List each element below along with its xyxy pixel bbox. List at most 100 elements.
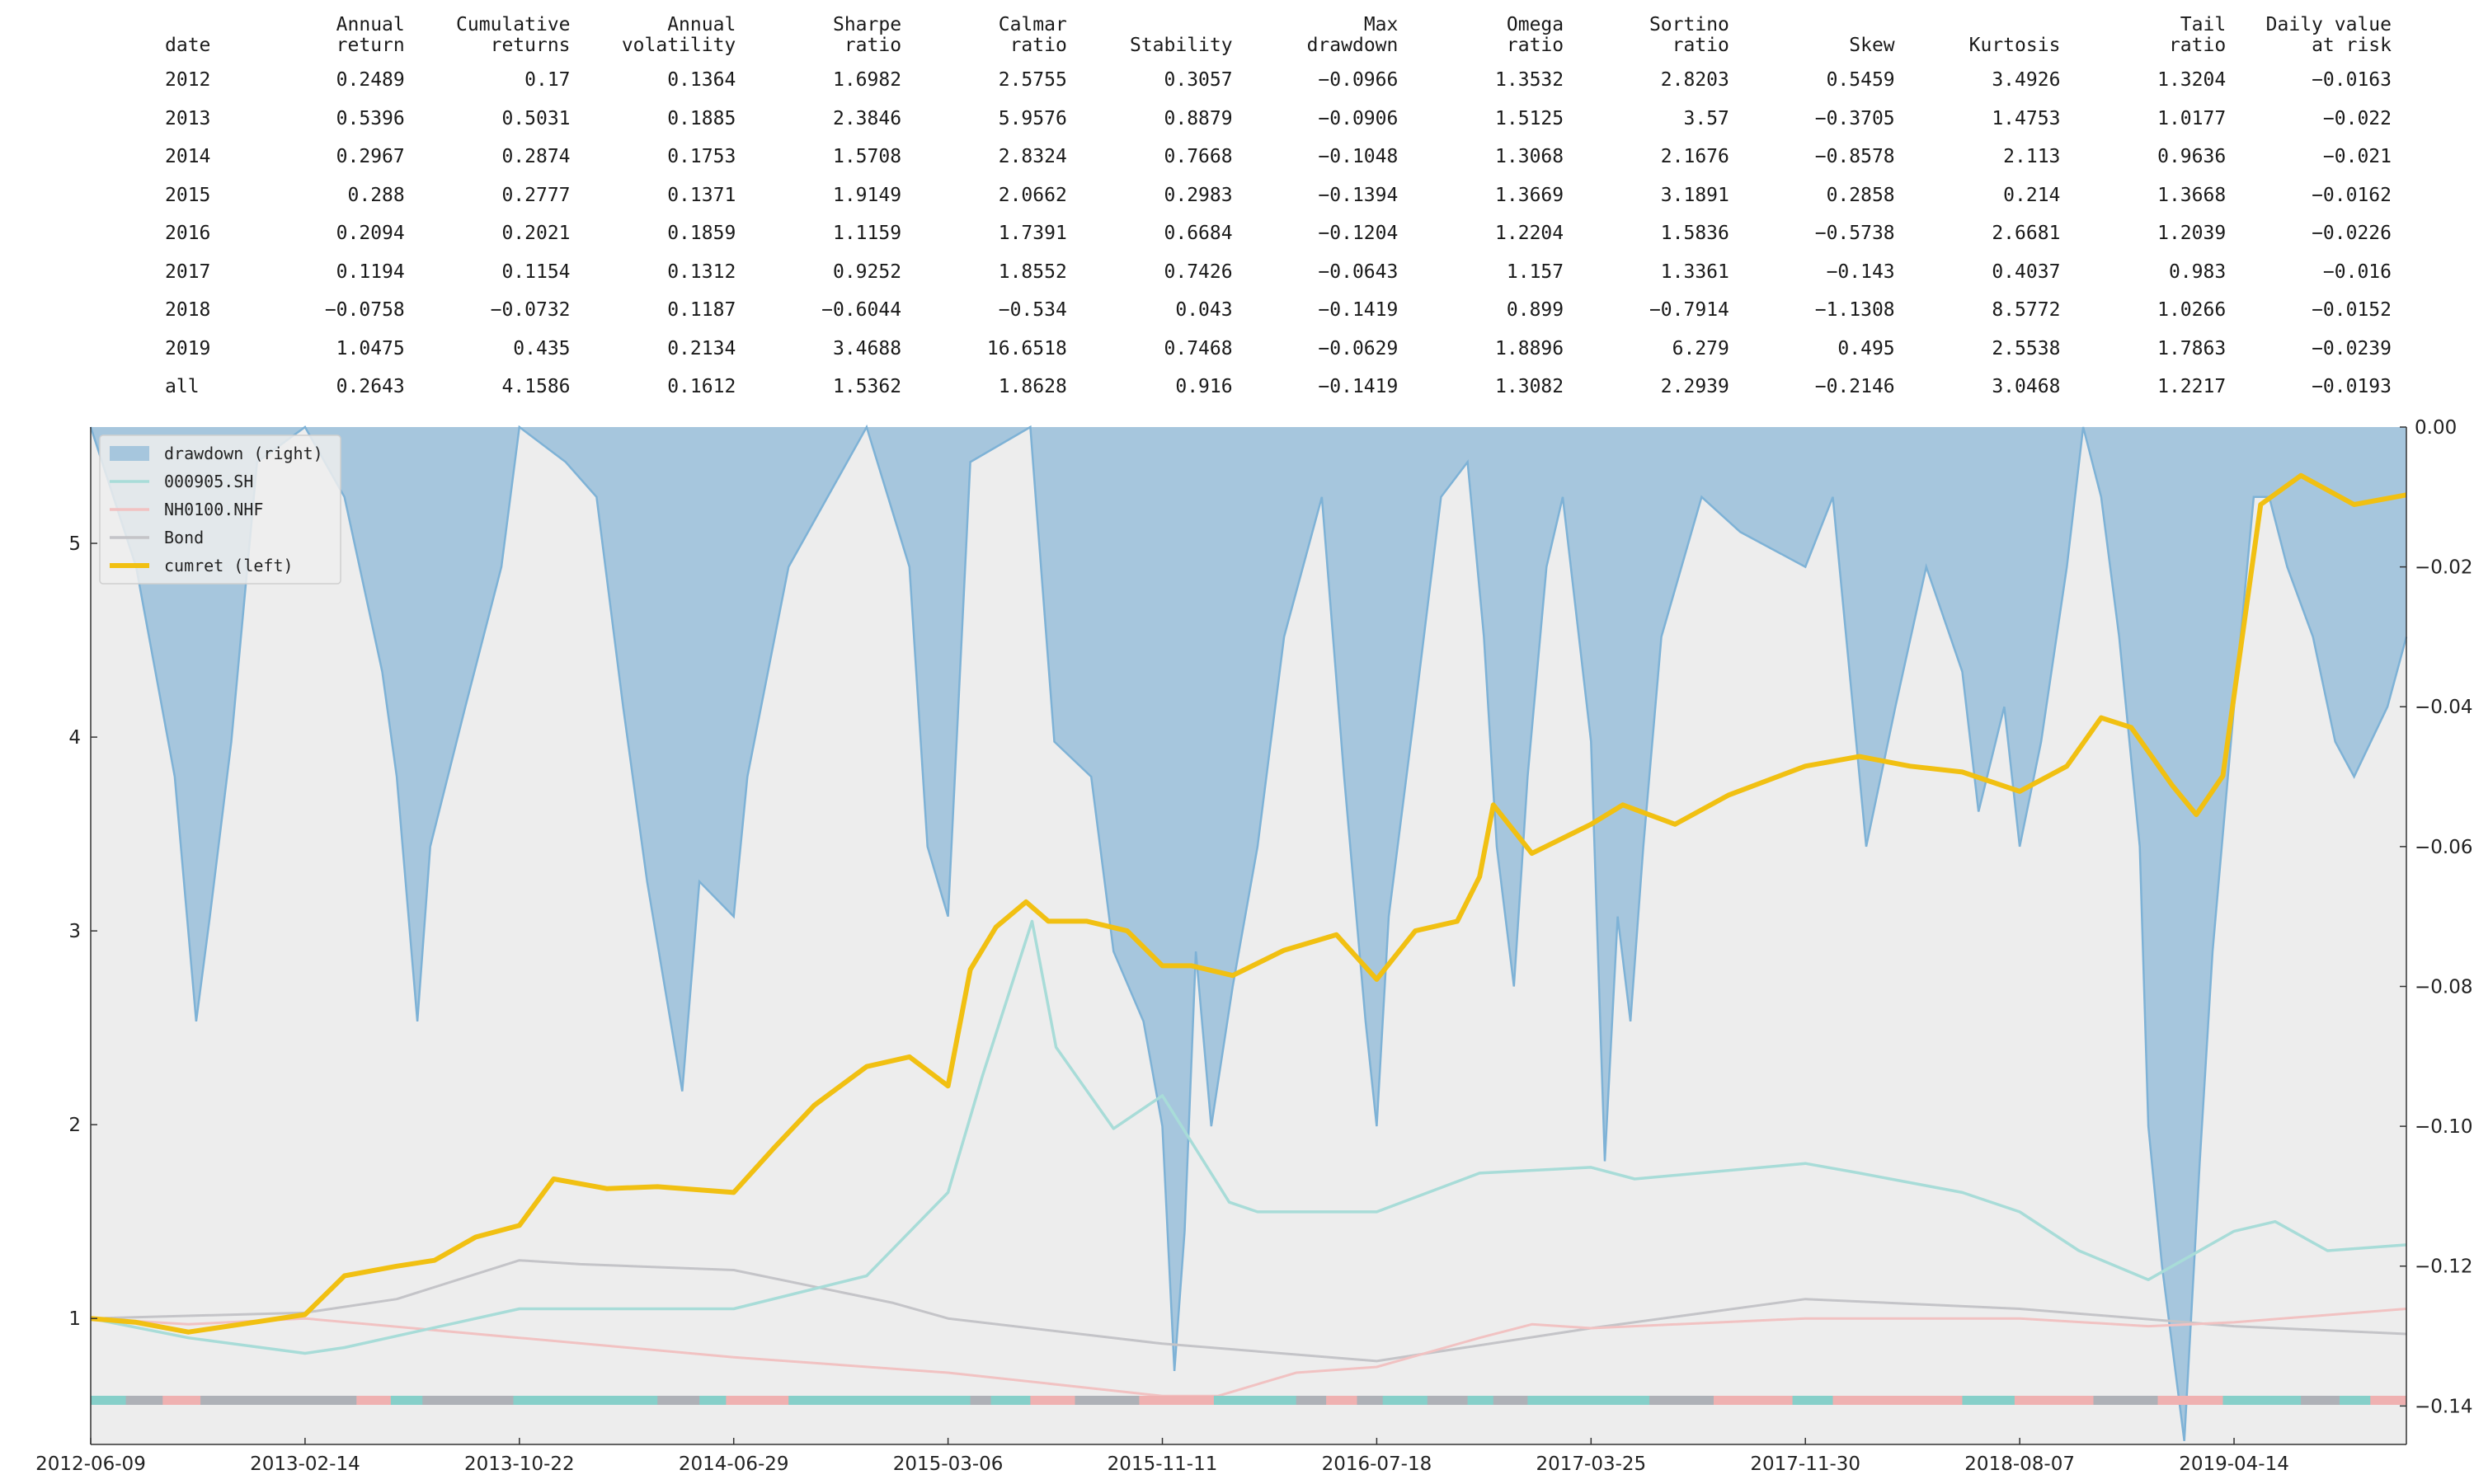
table-cell: 1.0266 xyxy=(2157,299,2227,322)
table-cell: 2015 xyxy=(165,184,211,206)
regime-segment xyxy=(1714,1396,1794,1405)
x-tick-label: 2012-06-09 xyxy=(35,1453,146,1475)
column-header: Daily value at risk xyxy=(2265,14,2392,56)
regime-segment xyxy=(1649,1396,1714,1405)
column-header: date xyxy=(165,35,211,56)
regime-segment xyxy=(1357,1396,1384,1405)
table-cell: 0.2983 xyxy=(1164,184,1233,206)
series-line-bond xyxy=(90,1259,2407,1363)
x-tick-label: 2015-11-11 xyxy=(1108,1453,1218,1475)
table-cell: −0.0163 xyxy=(2312,69,2392,92)
table-cell: 0.17 xyxy=(524,69,571,92)
regime-segment xyxy=(970,1396,992,1405)
table-row: 2019 1.0475 0.435 0.2134 3.4688 16.6518 0.7468… xyxy=(165,330,2392,369)
regime-segment xyxy=(990,1396,1031,1405)
column-header: Cumulative returns xyxy=(456,14,571,56)
table-cell: 2.113 xyxy=(2003,146,2061,168)
table-cell: 0.214 xyxy=(2003,184,2061,206)
table-cell: 0.4037 xyxy=(1992,261,2061,283)
regime-segment xyxy=(1792,1396,1833,1405)
column-header: Sharpe ratio xyxy=(832,14,902,56)
axes: 1 2 3 4 5 0.00 −0.02 −0.04 −0.06 −0.08 −0.10 −0.12 −… xyxy=(35,417,2472,1475)
table-cell: 1.2217 xyxy=(2157,376,2227,398)
table-cell: −0.0906 xyxy=(1318,107,1399,129)
regime-segment xyxy=(1139,1396,1215,1405)
table-cell: 0.1371 xyxy=(667,184,736,206)
table-cell: 1.6982 xyxy=(832,69,902,92)
table-cell: 1.0177 xyxy=(2157,107,2227,129)
table-cell: 1.7391 xyxy=(998,223,1067,245)
regime-segment xyxy=(1832,1396,1963,1405)
table-cell: 2.8324 xyxy=(998,146,1067,168)
table-cell: 1.3082 xyxy=(1495,376,1564,398)
regime-segment xyxy=(2157,1396,2223,1405)
regime-segment xyxy=(1030,1396,1075,1405)
table-cell: 1.8552 xyxy=(998,261,1067,283)
legend-box xyxy=(99,434,341,585)
legend-label: NH0100.NHF xyxy=(164,500,263,519)
table-cell: 0.6684 xyxy=(1164,223,1233,245)
table-cell: 0.899 xyxy=(1506,299,1564,322)
y-right-tick-label: −0.06 xyxy=(2415,837,2472,858)
table-cell: 2.1676 xyxy=(1660,146,1729,168)
table-cell: 1.3204 xyxy=(2157,69,2227,92)
regime-segment xyxy=(2339,1396,2371,1405)
regime-segment xyxy=(1075,1396,1140,1405)
table-cell: −0.0226 xyxy=(2312,223,2392,245)
table-cell: 0.8879 xyxy=(1164,107,1233,129)
performance-stats-table: date Annual return Cumulative returns Annua… xyxy=(165,8,2392,406)
column-header: Max drawdown xyxy=(1306,14,1399,56)
table-cell: 0.7468 xyxy=(1164,337,1233,359)
table-cell: 0.983 xyxy=(2168,261,2227,283)
table-cell: 0.7668 xyxy=(1164,146,1233,168)
table-cell: 2012 xyxy=(165,69,211,92)
column-header: Annual volatility xyxy=(621,14,736,56)
y-right-tick-label: −0.14 xyxy=(2415,1396,2472,1417)
legend-label: 000905.SH xyxy=(164,472,253,491)
table-cell: 0.1885 xyxy=(667,107,736,129)
table-cell: −0.0629 xyxy=(1318,337,1399,359)
table-row: 2016 0.2094 0.2021 0.1859 1.1159 1.7391 0.6684… xyxy=(165,214,2392,253)
regime-segment xyxy=(1467,1396,1494,1405)
table-cell: 0.2134 xyxy=(667,337,736,359)
regime-segment xyxy=(1213,1396,1297,1405)
table-cell: 2.3846 xyxy=(832,107,902,129)
regime-bar xyxy=(91,1396,2407,1405)
regime-segment xyxy=(390,1396,423,1405)
regime-segment xyxy=(1962,1396,2015,1405)
legend-label: Bond xyxy=(164,528,204,547)
legend-swatch xyxy=(110,446,149,461)
table-cell: −0.0162 xyxy=(2312,184,2392,206)
table-cell: 1.2039 xyxy=(2157,223,2227,245)
table-row: 2013 0.5396 0.5031 0.1885 2.3846 5.9576 0.8879… xyxy=(165,100,2392,139)
y-right-tick-label: −0.04 xyxy=(2415,697,2472,718)
table-cell: 1.3669 xyxy=(1495,184,1564,206)
table-cell: −0.022 xyxy=(2322,107,2392,129)
column-header: Omega ratio xyxy=(1506,14,1564,56)
column-header: Calmar ratio xyxy=(998,14,1067,56)
x-tick-label: 2017-11-30 xyxy=(1750,1453,1860,1475)
series-line-000905-sh xyxy=(90,919,2407,1355)
legend-label: drawdown (right) xyxy=(164,444,323,463)
table-cell: 1.3068 xyxy=(1495,146,1564,168)
table-row: 2015 0.288 0.2777 0.1371 1.9149 2.0662 0.2983 −… xyxy=(165,176,2392,215)
table-cell: 0.495 xyxy=(1837,337,1895,359)
table-cell: 0.2858 xyxy=(1826,184,1895,206)
table-cell: 1.2204 xyxy=(1495,223,1564,245)
table-cell: 0.7426 xyxy=(1164,261,1233,283)
y-left-tick-label: 3 xyxy=(68,921,81,942)
table-cell: 1.0475 xyxy=(336,337,405,359)
y-left-tick-label: 5 xyxy=(68,533,81,555)
y-left-tick-label: 4 xyxy=(68,727,81,749)
table-cell: −0.021 xyxy=(2322,146,2392,168)
regime-segment xyxy=(788,1396,971,1405)
drawdown-line xyxy=(89,424,2408,1441)
table-cell: 0.2874 xyxy=(501,146,571,168)
column-header: Stability xyxy=(1129,35,1233,56)
table-cell: 0.2489 xyxy=(336,69,405,92)
y-right-tick-label: 0.00 xyxy=(2415,417,2457,439)
table-cell: −0.2146 xyxy=(1814,376,1895,398)
regime-segment xyxy=(1382,1396,1428,1405)
table-cell: −0.1048 xyxy=(1318,146,1399,168)
table-cell: −0.1394 xyxy=(1318,184,1399,206)
